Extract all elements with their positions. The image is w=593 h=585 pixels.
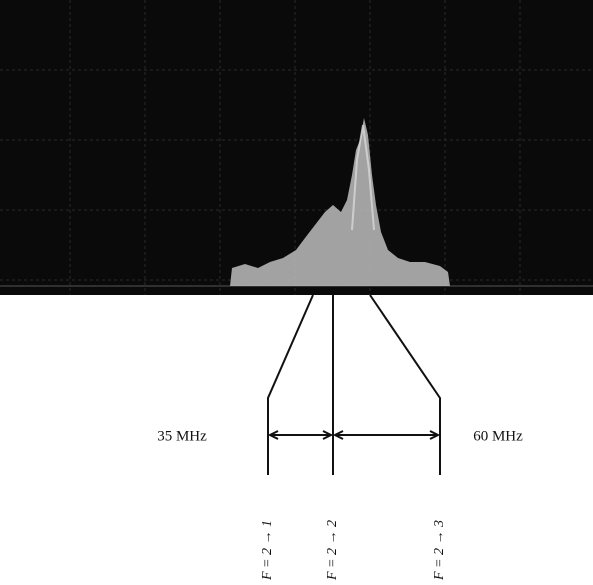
left-spacing-label: 35 MHz xyxy=(157,428,207,444)
transition-label: F = 2 → 2 xyxy=(325,520,340,581)
figure: 35 MHz 60 MHz F = 2 → 1 F = 2 → 2 F = 2 … xyxy=(0,0,593,585)
transition-label: F = 2 → 1 xyxy=(260,520,275,581)
transition-lines xyxy=(268,295,440,475)
transition-label: F = 2 → 3 xyxy=(432,520,447,581)
right-spacing-label: 60 MHz xyxy=(473,428,523,444)
